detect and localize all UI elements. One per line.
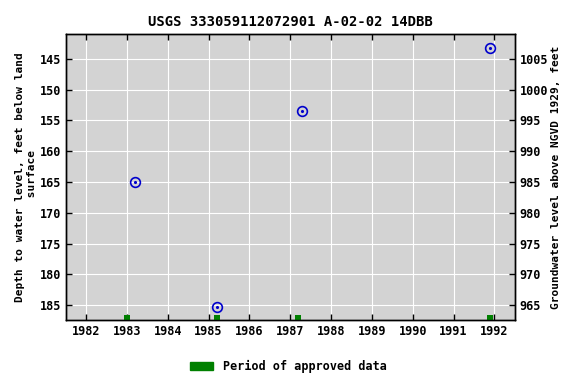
Y-axis label: Groundwater level above NGVD 1929, feet: Groundwater level above NGVD 1929, feet bbox=[551, 46, 561, 309]
Title: USGS 333059112072901 A-02-02 14DBB: USGS 333059112072901 A-02-02 14DBB bbox=[148, 15, 433, 29]
Y-axis label: Depth to water level, feet below land
 surface: Depth to water level, feet below land su… bbox=[15, 53, 37, 302]
Legend: Period of approved data: Period of approved data bbox=[185, 356, 391, 378]
